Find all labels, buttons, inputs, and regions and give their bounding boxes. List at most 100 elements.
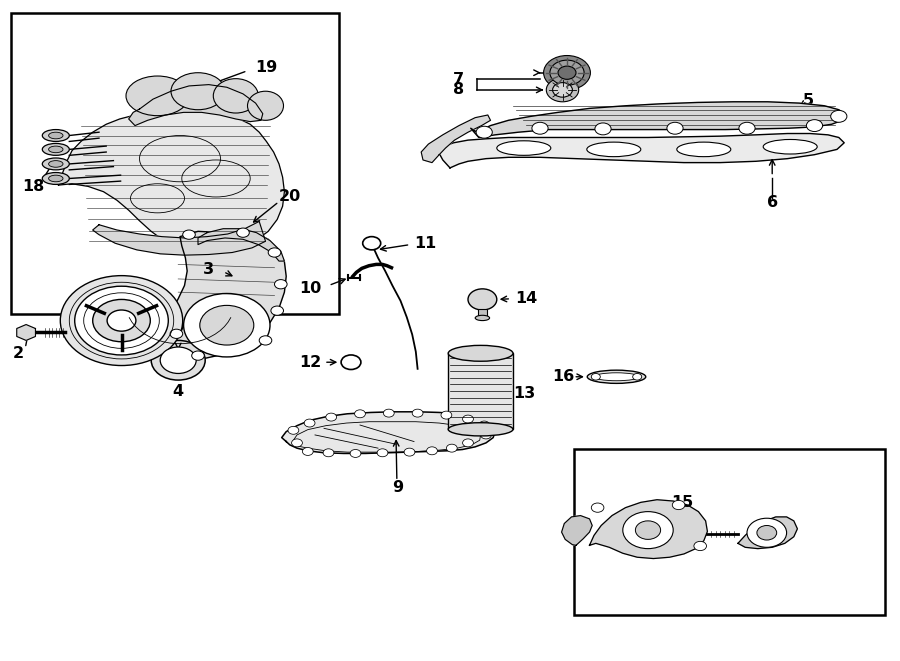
Circle shape <box>93 299 150 342</box>
Text: 1: 1 <box>134 281 145 295</box>
Circle shape <box>404 448 415 456</box>
Ellipse shape <box>49 175 63 182</box>
Circle shape <box>441 411 452 419</box>
Circle shape <box>107 310 136 331</box>
Circle shape <box>635 521 661 539</box>
Circle shape <box>151 340 205 380</box>
Polygon shape <box>738 517 797 549</box>
Circle shape <box>427 447 437 455</box>
Bar <box>448 353 513 430</box>
Circle shape <box>739 122 755 134</box>
Ellipse shape <box>587 370 646 383</box>
Bar <box>574 449 885 615</box>
Circle shape <box>200 305 254 345</box>
Circle shape <box>595 123 611 135</box>
Circle shape <box>544 56 590 90</box>
Circle shape <box>553 83 572 97</box>
Circle shape <box>341 355 361 369</box>
Ellipse shape <box>763 139 817 154</box>
Text: 6: 6 <box>767 195 778 210</box>
Polygon shape <box>93 221 266 255</box>
Circle shape <box>558 66 576 79</box>
Ellipse shape <box>49 161 63 167</box>
Circle shape <box>323 449 334 457</box>
Polygon shape <box>590 500 707 559</box>
Text: 9: 9 <box>392 481 403 495</box>
Circle shape <box>288 426 299 434</box>
Circle shape <box>550 60 584 85</box>
Circle shape <box>694 541 706 551</box>
Circle shape <box>237 228 249 237</box>
Circle shape <box>192 351 204 360</box>
Circle shape <box>463 439 473 447</box>
Polygon shape <box>471 102 846 137</box>
Text: 8: 8 <box>454 83 464 97</box>
Text: 7: 7 <box>453 72 464 87</box>
Text: 2: 2 <box>13 346 23 361</box>
Text: 15: 15 <box>671 495 693 510</box>
Circle shape <box>479 421 490 429</box>
Ellipse shape <box>475 315 490 321</box>
Circle shape <box>623 512 673 549</box>
Text: 18: 18 <box>22 179 44 194</box>
Circle shape <box>184 293 270 357</box>
Circle shape <box>463 415 473 423</box>
Ellipse shape <box>587 142 641 157</box>
Circle shape <box>446 444 457 452</box>
Circle shape <box>268 248 281 257</box>
Ellipse shape <box>42 130 69 141</box>
Circle shape <box>292 439 302 447</box>
Polygon shape <box>129 85 263 126</box>
Circle shape <box>546 78 579 102</box>
Circle shape <box>377 449 388 457</box>
Text: 20: 20 <box>279 189 301 204</box>
Circle shape <box>355 410 365 418</box>
Bar <box>478 309 487 318</box>
Text: 19: 19 <box>256 60 277 75</box>
Circle shape <box>591 373 600 380</box>
Text: 12: 12 <box>300 355 321 369</box>
Ellipse shape <box>448 423 513 436</box>
Circle shape <box>672 500 685 510</box>
Circle shape <box>274 280 287 289</box>
Ellipse shape <box>213 79 258 113</box>
Circle shape <box>468 289 497 310</box>
Text: 14: 14 <box>515 292 537 306</box>
Polygon shape <box>421 115 491 163</box>
Circle shape <box>481 431 491 439</box>
Text: 17: 17 <box>164 325 185 340</box>
Ellipse shape <box>497 141 551 155</box>
Text: 4: 4 <box>173 384 184 399</box>
Circle shape <box>591 503 604 512</box>
Ellipse shape <box>42 173 69 184</box>
Polygon shape <box>439 134 844 168</box>
Circle shape <box>271 306 284 315</box>
Text: 10: 10 <box>300 281 321 295</box>
Circle shape <box>75 286 168 355</box>
Text: 11: 11 <box>414 236 436 251</box>
Circle shape <box>667 122 683 134</box>
Circle shape <box>170 329 183 338</box>
Polygon shape <box>562 516 592 545</box>
Bar <box>11 13 339 314</box>
Circle shape <box>302 447 313 455</box>
Ellipse shape <box>42 143 69 155</box>
Ellipse shape <box>42 158 69 170</box>
Ellipse shape <box>248 91 284 120</box>
Circle shape <box>383 409 394 417</box>
Text: 16: 16 <box>553 369 574 384</box>
Ellipse shape <box>49 146 63 153</box>
Circle shape <box>363 237 381 250</box>
Ellipse shape <box>171 73 225 110</box>
Circle shape <box>757 525 777 540</box>
Circle shape <box>831 110 847 122</box>
Polygon shape <box>164 230 286 358</box>
Text: 3: 3 <box>203 262 214 277</box>
Circle shape <box>806 120 823 132</box>
Polygon shape <box>198 229 284 261</box>
Circle shape <box>412 409 423 417</box>
Circle shape <box>633 373 642 380</box>
Circle shape <box>532 122 548 134</box>
Polygon shape <box>58 110 284 253</box>
Polygon shape <box>17 325 35 340</box>
